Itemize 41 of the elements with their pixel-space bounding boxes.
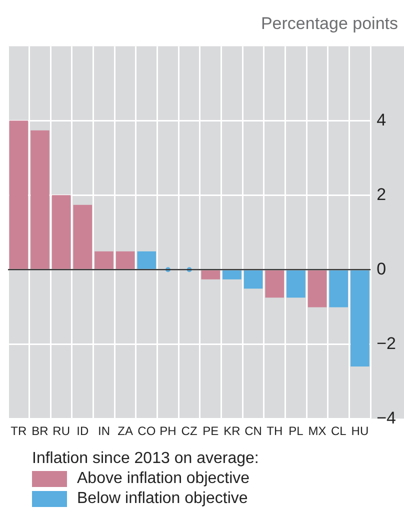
bar [73,204,92,269]
bar [94,251,114,269]
bar [52,195,71,269]
bar [286,270,306,298]
x-tick-label: CO [138,424,156,438]
bar [201,270,220,280]
x-tick-label: HU [351,424,369,438]
x-tick-label: ID [76,424,89,438]
x-tick-label: TR [10,424,27,438]
x-tick-label: ZA [118,424,133,438]
y-tick-label: 2 [376,184,386,204]
bar [222,270,242,280]
bar [9,120,28,269]
bar [137,251,156,269]
x-tick-label: PH [160,424,176,438]
x-tick-label: CN [244,424,262,438]
y-tick-label: 4 [376,110,386,130]
bar [308,270,327,308]
x-tick-label: IN [98,424,110,438]
bar [244,270,263,289]
bar [329,270,348,308]
y-tick-label: 0 [376,259,386,278]
x-tick-label: TH [266,424,283,438]
legend-title: Inflation since 2013 on average: [32,450,259,468]
x-tick-label: PL [288,424,304,438]
y-axis-title: Percentage points [260,14,398,34]
x-tick-label: PE [202,424,219,438]
legend-label: Above inflation objective [77,470,250,488]
x-tick-label: KR [224,424,241,438]
bar [265,270,284,298]
legend-label: Below inflation objective [77,490,248,508]
x-tick-label: RU [52,424,70,438]
x-tick-label: CZ [181,424,198,438]
bar [30,130,50,269]
x-tick-label: BR [32,424,49,438]
bar [350,270,370,366]
x-tick-label: MX [308,424,326,438]
bar [116,251,135,269]
x-tick-label: CL [330,424,347,438]
y-tick-label: −2 [376,334,396,353]
y-tick-label: −4 [376,408,396,428]
